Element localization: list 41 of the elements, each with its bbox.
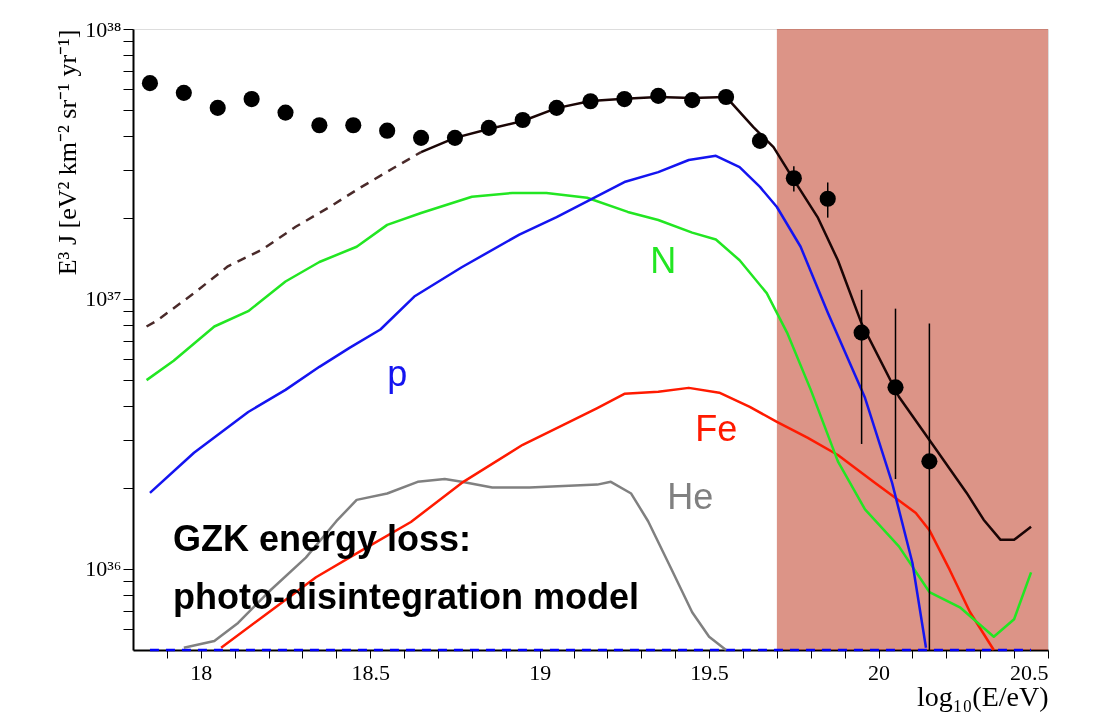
point	[887, 379, 904, 396]
x-tick-label: 19	[529, 659, 552, 685]
x-tick-label: 20	[868, 659, 891, 685]
point	[853, 324, 870, 341]
point	[717, 88, 735, 105]
point	[480, 119, 497, 136]
point	[209, 99, 226, 116]
y-axis-title: E³ J [eV² km⁻² sr⁻¹ yr⁻¹]	[53, 29, 83, 276]
point	[582, 93, 599, 110]
point	[379, 122, 396, 139]
y-tick-label: 10³⁶	[85, 556, 122, 582]
x-tick-label: 18	[190, 659, 213, 685]
point	[243, 91, 260, 108]
point	[650, 87, 667, 104]
y-tick-label: 10³⁸	[85, 16, 122, 42]
point	[345, 117, 362, 134]
point	[412, 129, 430, 146]
series-label: p	[387, 352, 408, 394]
point	[175, 84, 192, 101]
point	[684, 92, 701, 109]
x-tick-label: 19.5	[690, 659, 729, 685]
line-series	[145, 191, 1033, 638]
line-series	[148, 154, 928, 649]
point	[548, 99, 565, 116]
point	[751, 132, 769, 149]
point	[514, 111, 531, 129]
series-label: N	[650, 240, 677, 282]
series-label: Fe	[695, 407, 738, 449]
point	[921, 453, 938, 470]
point	[311, 117, 328, 134]
point	[785, 170, 802, 187]
y-tick-label: 10³⁷	[85, 286, 122, 312]
point	[616, 91, 633, 108]
point	[819, 190, 836, 207]
series-label: He	[667, 475, 714, 517]
point	[277, 104, 294, 121]
annotation: GZK energy loss:	[173, 518, 472, 559]
line-series	[145, 150, 423, 328]
point	[446, 129, 464, 146]
point	[141, 75, 159, 92]
x-tick-label: 18.5	[351, 659, 390, 685]
